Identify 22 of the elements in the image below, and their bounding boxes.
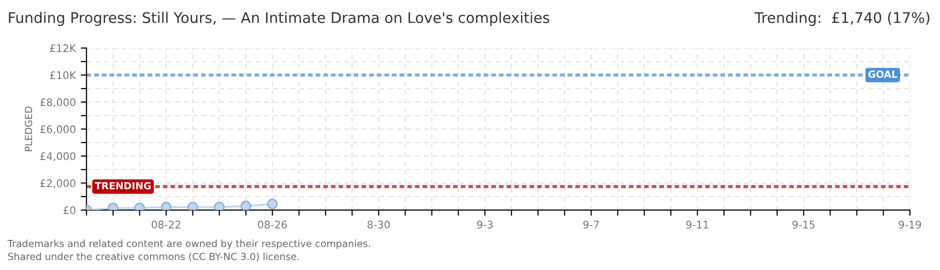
x-tick-label: 8-30 xyxy=(368,220,390,229)
chart-subtitle: Trending: £1,740 (17%) xyxy=(754,12,930,26)
chart-title: Funding Progress: Still Yours, — An Intimate Drama on Love's complexities xyxy=(8,12,550,26)
x-tick-label: 08-22 xyxy=(152,220,180,229)
x-tick-label: 9-19 xyxy=(898,220,922,229)
y-tick-label: £0 xyxy=(63,206,76,214)
y-tick-label: £2,000 xyxy=(40,179,76,188)
text: Shared under the creative commons (CC BY-NC 3.0) license. xyxy=(8,252,299,262)
y-tick-label: £4,000 xyxy=(40,152,76,162)
y-tick-label: £8,000 xyxy=(40,98,76,108)
ref-line-label: TRENDING xyxy=(94,182,151,190)
y-tick-label: £6,000 xyxy=(40,125,76,134)
x-tick-label: 9-7 xyxy=(583,220,599,229)
text: Trademarks and related content are owned by their respective companies. xyxy=(7,240,370,250)
x-tick-label: 9-15 xyxy=(792,220,815,229)
x-tick-label: 08-26 xyxy=(258,220,287,229)
x-tick-label: 9-11 xyxy=(686,220,708,229)
y-axis-title: PLEDGED xyxy=(24,106,32,152)
y-tick-label: £10K xyxy=(50,71,76,80)
ref-line-label: GOAL xyxy=(868,70,898,78)
x-tick-label: 9-3 xyxy=(477,220,493,229)
y-tick-label: £12K xyxy=(50,44,76,52)
